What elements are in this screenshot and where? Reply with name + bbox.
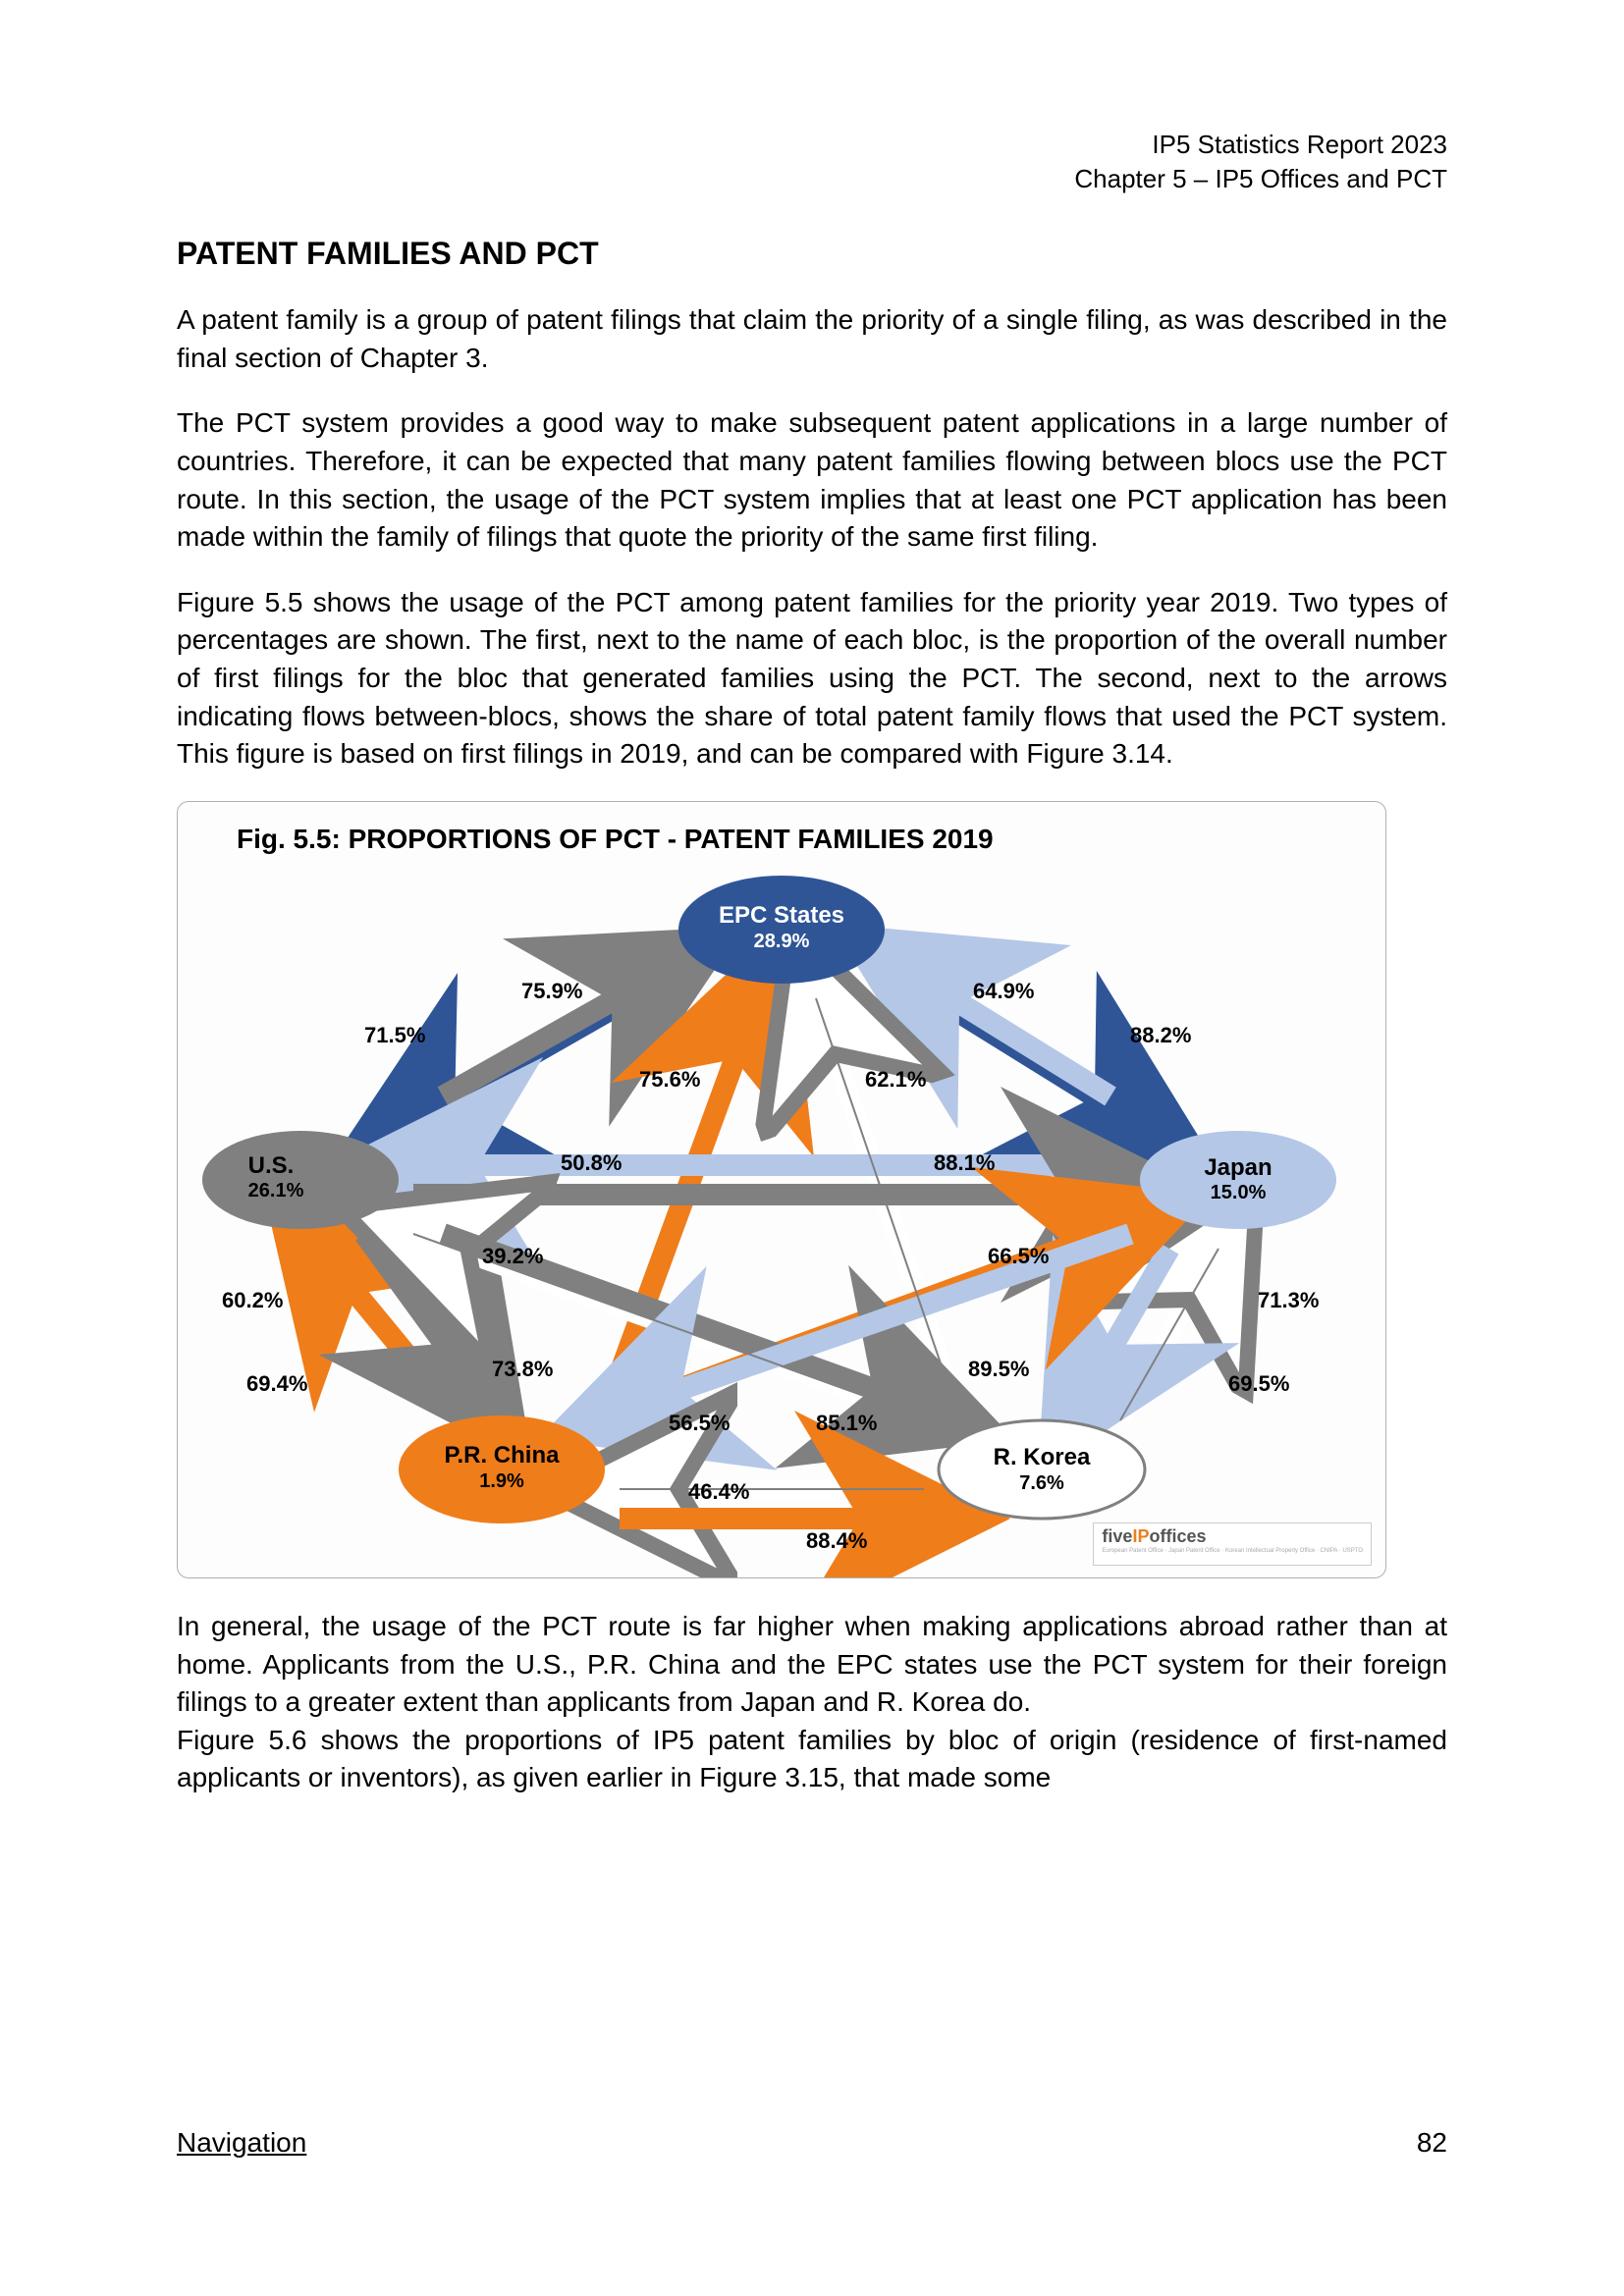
logo-pre: five — [1102, 1526, 1132, 1546]
five-ip-offices-logo: fiveIPoffices European Patent Office · J… — [1093, 1522, 1372, 1566]
paragraph-2: The PCT system provides a good way to ma… — [177, 404, 1447, 557]
node-us-pct: 26.1% — [248, 1180, 304, 1201]
node-china-name: P.R. China — [445, 1442, 561, 1468]
label-epc-us-out: 71.5% — [364, 1023, 425, 1048]
logo-accent: IP — [1132, 1526, 1149, 1546]
label-epc-jp-out: 88.2% — [1130, 1023, 1191, 1048]
node-china-pct: 1.9% — [479, 1470, 524, 1492]
label-jp-kr-out: 66.5% — [988, 1244, 1049, 1269]
header-line-2: Chapter 5 – IP5 Offices and PCT — [1074, 162, 1447, 196]
figure-title: Fig. 5.5: PROPORTIONS OF PCT - PATENT FA… — [237, 824, 994, 855]
logo-post: offices — [1149, 1526, 1206, 1546]
label-kr-us-x: 85.1% — [816, 1411, 877, 1436]
paragraph-1: A patent family is a group of patent fil… — [177, 301, 1447, 377]
node-us: U.S. 26.1% — [202, 1131, 399, 1229]
label-us-jp-out: 50.8% — [561, 1150, 622, 1176]
page: IP5 Statistics Report 2023 Chapter 5 – I… — [0, 0, 1624, 2296]
label-us-jp-in: 88.1% — [934, 1150, 995, 1176]
node-japan-name: Japan — [1204, 1154, 1272, 1181]
label-epc-jp-in: 64.9% — [973, 979, 1034, 1004]
node-korea-pct: 7.6% — [1019, 1472, 1064, 1494]
node-japan-pct: 15.0% — [1211, 1182, 1267, 1203]
label-jp-cn-out: 73.8% — [492, 1357, 553, 1382]
paragraph-3: Figure 5.5 shows the usage of the PCT am… — [177, 584, 1447, 774]
header-line-1: IP5 Statistics Report 2023 — [1074, 128, 1447, 162]
section-title: PATENT FAMILIES AND PCT — [177, 236, 1447, 272]
content-area: PATENT FAMILIES AND PCT A patent family … — [177, 236, 1447, 1797]
label-kr-cn-in: 69.5% — [1228, 1371, 1289, 1397]
network-svg: EPC States 28.9% U.S. 26.1% Japan 15.0% … — [178, 802, 1385, 1577]
nav-link[interactable]: Navigation — [177, 2127, 306, 2158]
page-number: 82 — [1417, 2127, 1447, 2159]
node-epc-name: EPC States — [719, 902, 844, 929]
label-us-cn-in: 69.4% — [246, 1371, 307, 1397]
label-epc-cn-out: 75.6% — [639, 1067, 700, 1093]
label-cn-kr-out: 89.5% — [968, 1357, 1029, 1382]
paragraph-5: Figure 5.6 shows the proportions of IP5 … — [177, 1722, 1447, 1797]
label-epc-us-in: 75.9% — [521, 979, 582, 1004]
label-us-cn-out: 60.2% — [222, 1288, 283, 1313]
running-header: IP5 Statistics Report 2023 Chapter 5 – I… — [1074, 128, 1447, 196]
paragraph-4: In general, the usage of the PCT route i… — [177, 1608, 1447, 1722]
node-epc-pct: 28.9% — [754, 931, 810, 952]
figure-5-5: Fig. 5.5: PROPORTIONS OF PCT - PATENT FA… — [177, 801, 1386, 1578]
footer: Navigation 82 — [177, 2127, 1447, 2159]
label-epc-kr-in: 62.1% — [865, 1067, 926, 1093]
node-korea-name: R. Korea — [994, 1444, 1091, 1470]
node-japan: Japan 15.0% — [1140, 1131, 1336, 1229]
label-us-kr-in: 39.2% — [482, 1244, 543, 1269]
label-jp-kr-in: 71.3% — [1258, 1288, 1319, 1313]
label-cn-kr-b: 46.4% — [688, 1479, 749, 1505]
label-kr-cn-b: 88.4% — [806, 1528, 867, 1554]
node-china: P.R. China 1.9% — [399, 1415, 605, 1523]
label-cn-us-x: 56.5% — [669, 1411, 730, 1436]
node-us-name: U.S. — [248, 1152, 295, 1179]
node-korea: R. Korea 7.6% — [939, 1420, 1145, 1519]
node-epc: EPC States 28.9% — [678, 876, 885, 984]
